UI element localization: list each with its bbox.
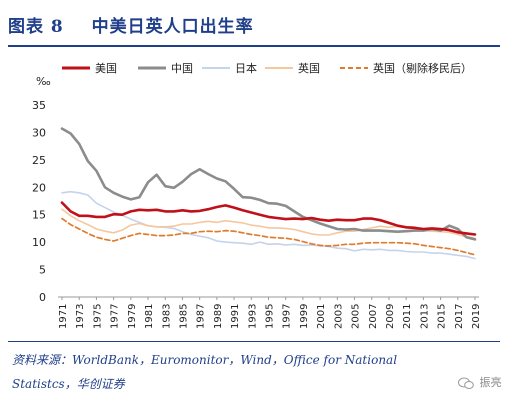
series-line-1 (60, 127, 477, 241)
x-tick-label: 2015 (437, 304, 448, 329)
series-line-0 (60, 201, 477, 236)
x-tick-label: 1991 (230, 304, 241, 329)
x-tick-label: 1989 (213, 304, 224, 329)
x-tick-label: 2001 (316, 304, 327, 329)
x-tick-label: 1999 (299, 304, 310, 329)
title-rule (8, 45, 500, 47)
x-tick-label: 2013 (419, 304, 430, 329)
chart-series (60, 127, 477, 260)
chart-legend: 美国 中国 日本 英国 英国（剔除移民后） (62, 61, 472, 75)
series-line-4 (61, 217, 476, 256)
x-tick-label: 1975 (92, 304, 103, 329)
x-tick-label: 1993 (247, 304, 258, 329)
x-axis-ticks: 1971 1973 1975 1977 1979 1981 1983 1985 1987 1989… (58, 297, 482, 329)
x-tick-label: 2019 (471, 304, 482, 329)
figure-title: 图表 8 中美日英人口出生率 (8, 12, 254, 37)
x-tick-label: 1985 (178, 304, 189, 329)
figure-title-text: 中美日英人口出生率 (91, 17, 254, 37)
x-tick-label: 1997 (282, 304, 293, 329)
x-tick-label: 2005 (351, 304, 362, 329)
y-tick-label: 10 (32, 236, 46, 249)
x-tick-label: 1977 (110, 304, 121, 329)
source-note-line2: Statistcs，华创证券 (12, 377, 125, 391)
x-tick-label: 1987 (196, 304, 207, 329)
legend-label-2: 日本 (235, 61, 257, 75)
y-tick-label: 25 (32, 154, 46, 167)
series-line-2 (61, 190, 476, 260)
source-rule (8, 341, 500, 342)
wechat-icon (458, 377, 474, 389)
x-tick-label: 1973 (75, 304, 86, 329)
y-tick-label: 5 (39, 264, 46, 277)
x-tick-label: 2011 (402, 304, 413, 329)
x-tick-label: 2003 (333, 304, 344, 329)
x-tick-label: 2017 (454, 304, 465, 329)
y-tick-label: 35 (32, 99, 46, 112)
x-tick-label: 1995 (265, 304, 276, 329)
x-tick-label: 1971 (58, 304, 69, 329)
x-tick-label: 1983 (161, 304, 172, 329)
legend-label-4: 英国（剔除移民后） (373, 61, 472, 75)
y-tick-label: 15 (32, 209, 46, 222)
y-tick-label: 30 (32, 126, 46, 139)
watermark-text: 振亮 (479, 376, 502, 389)
y-tick-label: 0 (39, 291, 46, 304)
legend-label-1: 中国 (171, 62, 193, 75)
watermark: 振亮 (458, 374, 502, 390)
y-axis-ticks: 0 5 10 15 20 25 30 35 (32, 99, 46, 304)
x-tick-label: 1981 (144, 304, 155, 329)
legend-label-0: 美国 (95, 62, 117, 75)
x-tick-label: 1979 (127, 304, 138, 329)
figure-number: 图表 8 (8, 17, 64, 37)
y-tick-label: 20 (32, 181, 46, 194)
x-tick-label: 2007 (368, 304, 379, 329)
source-note-line1: 资料来源：WorldBank，Euromonitor，Wind，Office f… (12, 353, 398, 367)
legend-label-3: 英国 (298, 61, 320, 75)
y-axis-unit: ‰ (36, 75, 51, 88)
x-tick-label: 2009 (385, 304, 396, 329)
